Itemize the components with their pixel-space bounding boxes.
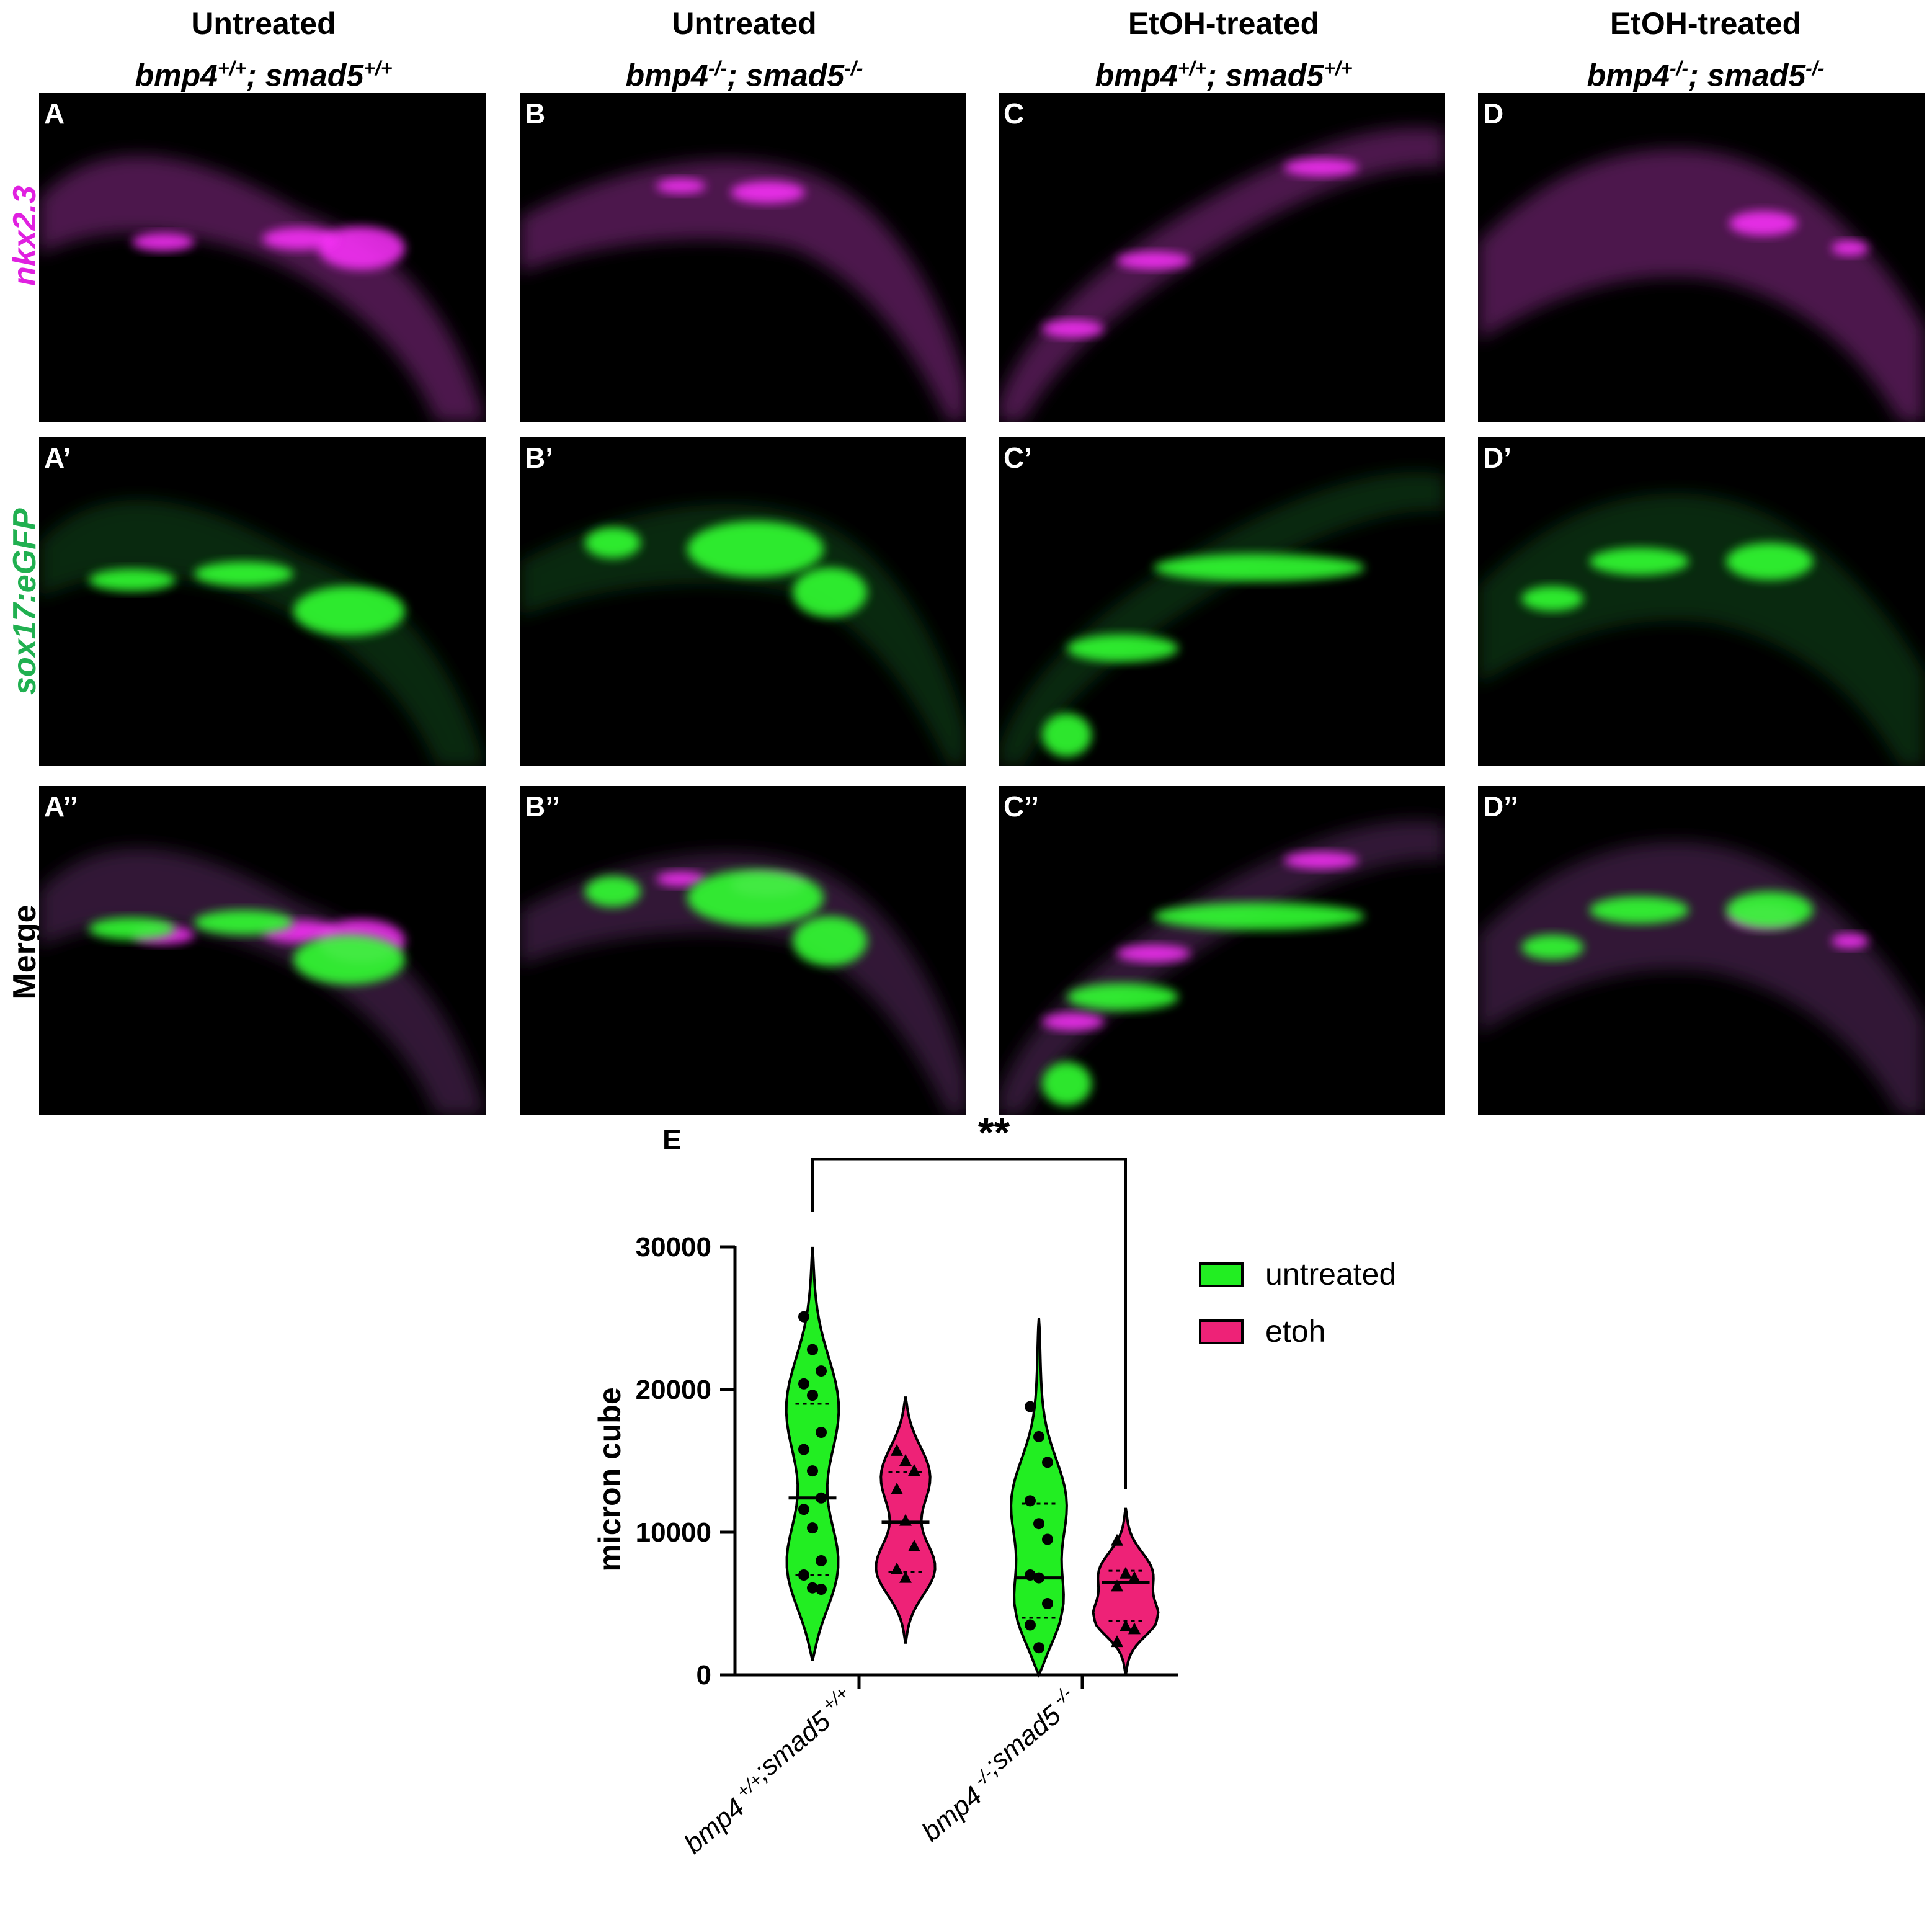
panel-merge-4: D’’ bbox=[1478, 786, 1925, 1115]
data-point bbox=[1033, 1572, 1044, 1584]
y-tick-label: 0 bbox=[697, 1660, 711, 1690]
data-point bbox=[1033, 1642, 1044, 1654]
violin-etoh-2 bbox=[1092, 1507, 1160, 1676]
panel-sox17-1: A’ bbox=[39, 437, 486, 766]
legend-swatch-untreated bbox=[1199, 1262, 1244, 1287]
data-point bbox=[807, 1344, 818, 1355]
significance-label: ** bbox=[978, 1117, 1010, 1156]
data-point bbox=[1025, 1569, 1036, 1581]
data-point bbox=[1111, 1635, 1123, 1648]
data-point bbox=[816, 1427, 827, 1438]
data-point bbox=[798, 1378, 809, 1390]
data-point bbox=[816, 1584, 827, 1595]
panel-label: D bbox=[1483, 97, 1504, 130]
column-title-2-genotype: bmp4-/-; smad5-/- bbox=[625, 57, 863, 93]
data-point bbox=[899, 1571, 912, 1583]
panel-nkx23-2: B bbox=[520, 93, 966, 422]
column-title-3: EtOH-treated bmp4+/+; smad5+/+ bbox=[1000, 1, 1447, 98]
x-tick-label-1: bmp4 +/+;smad5 +/+ bbox=[669, 1683, 868, 1860]
panel-nkx23-3: C bbox=[999, 93, 1445, 422]
data-point bbox=[816, 1365, 827, 1377]
figure-e-label: E bbox=[662, 1123, 682, 1156]
data-point bbox=[807, 1390, 818, 1401]
y-tick-label: 20000 bbox=[636, 1375, 711, 1405]
panel-label: D’ bbox=[1483, 442, 1511, 474]
significance-bracket bbox=[811, 1158, 1127, 1489]
column-title-1-treatment: Untreated bbox=[191, 6, 336, 41]
x-tick-label-2: bmp4 -/-;smad5 -/- bbox=[907, 1683, 1091, 1848]
panel-nkx23-1: A bbox=[39, 93, 486, 422]
data-point bbox=[1120, 1566, 1132, 1579]
panel-merge-2: B’’ bbox=[520, 786, 966, 1115]
data-point bbox=[1128, 1571, 1141, 1583]
panel-sox17-4: D’ bbox=[1478, 437, 1925, 766]
data-point bbox=[807, 1522, 818, 1534]
data-point bbox=[816, 1555, 827, 1566]
data-point bbox=[1128, 1622, 1141, 1635]
data-point bbox=[891, 1444, 903, 1456]
panel-label: C’ bbox=[1004, 442, 1032, 474]
panel-label: B’’ bbox=[525, 790, 561, 823]
y-tick-label: 30000 bbox=[636, 1232, 711, 1262]
column-title-3-genotype: bmp4+/+; smad5+/+ bbox=[1095, 57, 1353, 93]
y-tick-label: 10000 bbox=[636, 1517, 711, 1548]
data-point bbox=[908, 1540, 920, 1551]
row-label-sox17: sox17:eGFP bbox=[7, 508, 43, 695]
panel-label: A bbox=[44, 97, 65, 130]
data-point bbox=[1111, 1533, 1123, 1546]
data-point bbox=[899, 1514, 912, 1526]
data-point bbox=[891, 1483, 903, 1494]
data-point bbox=[899, 1454, 912, 1466]
panel-nkx23-4: D bbox=[1478, 93, 1925, 422]
data-point bbox=[1111, 1579, 1123, 1592]
data-point bbox=[908, 1464, 920, 1476]
data-point bbox=[1025, 1495, 1036, 1507]
data-point bbox=[1042, 1598, 1053, 1609]
legend-label-etoh: etoh bbox=[1265, 1314, 1325, 1349]
legend-swatch-etoh bbox=[1199, 1319, 1244, 1344]
data-point bbox=[798, 1504, 809, 1515]
column-title-4: EtOH-treated bmp4-/-; smad5-/- bbox=[1482, 1, 1929, 98]
row-label-merge: Merge bbox=[7, 904, 43, 1000]
legend-label-untreated: untreated bbox=[1265, 1257, 1396, 1292]
panel-sox17-2: B’ bbox=[520, 437, 966, 766]
column-title-1-genotype: bmp4+/+; smad5+/+ bbox=[135, 57, 393, 93]
data-point bbox=[807, 1582, 818, 1594]
column-title-2-treatment: Untreated bbox=[672, 6, 817, 41]
data-point bbox=[1042, 1533, 1053, 1545]
data-point bbox=[798, 1311, 809, 1323]
data-point bbox=[1120, 1619, 1132, 1631]
data-point bbox=[807, 1465, 818, 1477]
y-axis-label: micron cube bbox=[592, 1387, 627, 1571]
violin-chart: 0 10000 20000 30000 micron cube bmp4 +/+;smad… bbox=[592, 1117, 1396, 1860]
panel-merge-3: C’’ bbox=[999, 786, 1445, 1115]
column-title-1: Untreated bmp4+/+; smad5+/+ bbox=[40, 1, 487, 98]
panel-label: B bbox=[525, 97, 546, 130]
violin-untreated-1 bbox=[785, 1246, 840, 1661]
panel-label: D’’ bbox=[1483, 790, 1519, 823]
panel-label: C’’ bbox=[1004, 790, 1039, 823]
column-title-2: Untreated bmp4-/-; smad5-/- bbox=[521, 1, 968, 98]
data-point bbox=[1033, 1518, 1044, 1530]
violin-untreated-2 bbox=[1010, 1318, 1068, 1679]
column-title-4-genotype: bmp4-/-; smad5-/- bbox=[1587, 57, 1825, 93]
data-point bbox=[816, 1492, 827, 1504]
panel-merge-1: A’’ bbox=[39, 786, 486, 1115]
data-point bbox=[1025, 1401, 1036, 1412]
data-point bbox=[1042, 1457, 1053, 1468]
panel-label: B’ bbox=[525, 442, 553, 474]
panel-label: A’ bbox=[44, 442, 71, 474]
data-point bbox=[891, 1562, 903, 1574]
column-title-3-treatment: EtOH-treated bbox=[1128, 6, 1320, 41]
data-point bbox=[798, 1569, 809, 1581]
data-point bbox=[1033, 1430, 1044, 1442]
panel-label: A’’ bbox=[44, 790, 78, 823]
data-point bbox=[798, 1444, 809, 1455]
panel-label: C bbox=[1004, 97, 1025, 130]
panel-sox17-3: C’ bbox=[999, 437, 1445, 766]
column-title-4-treatment: EtOH-treated bbox=[1609, 6, 1802, 41]
data-point bbox=[1025, 1619, 1036, 1631]
row-label-nkx23: nkx2.3 bbox=[7, 185, 43, 286]
